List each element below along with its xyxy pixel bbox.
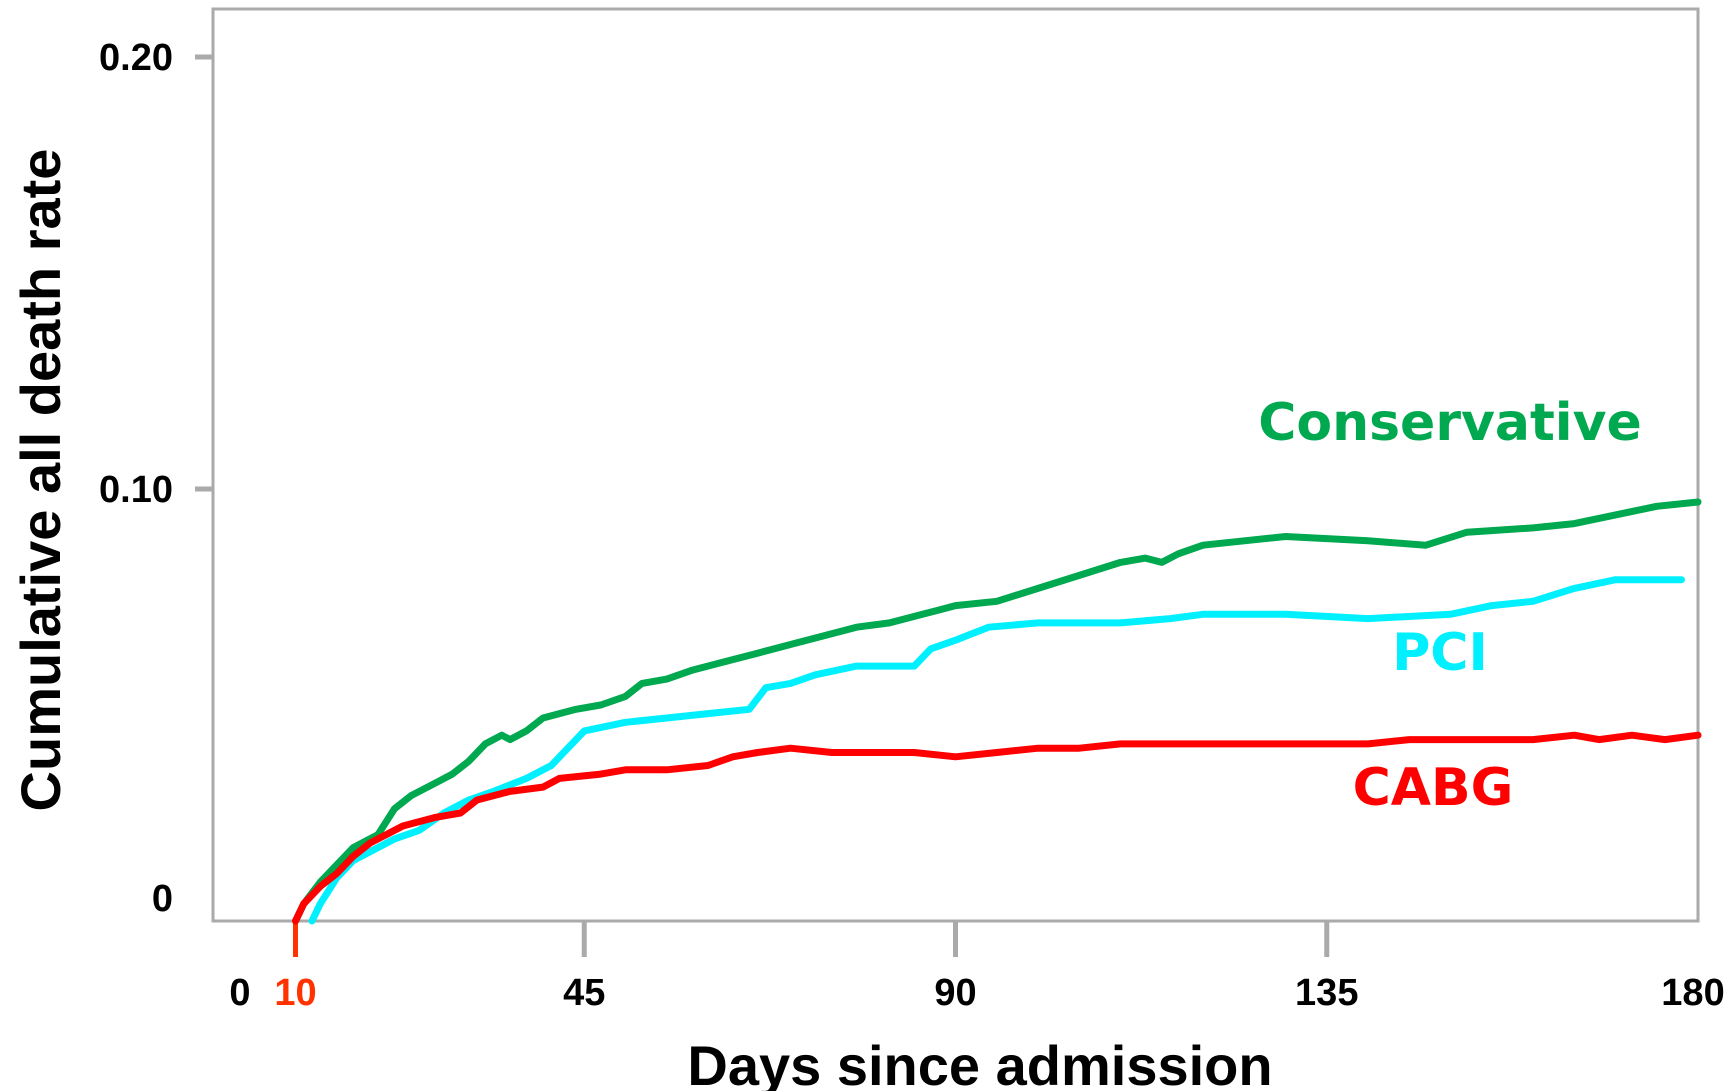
y-tick-label: 0.10 — [99, 469, 173, 511]
x-tick-label: 10 — [274, 972, 316, 1014]
series-line-pci — [308, 576, 1685, 925]
series-line-conservative — [292, 498, 1702, 925]
y-tick-label: 0 — [152, 878, 173, 920]
series-label-pci: PCI — [1392, 623, 1488, 683]
series-labels: Conservative PCI CABG — [1258, 393, 1642, 818]
x-axis-title: Days since admission — [687, 1034, 1272, 1091]
y-tick-label: 0.20 — [99, 37, 173, 79]
series-lines — [292, 498, 1702, 925]
x-tick-label: 90 — [934, 972, 976, 1014]
x-tick-label: 135 — [1295, 972, 1358, 1014]
series-label-conservative: Conservative — [1258, 393, 1642, 453]
y-axis-title: Cumulative all death rate — [9, 149, 72, 812]
series-line-cabg — [292, 731, 1702, 925]
y-axis-ticks: 0 0.10 0.20 — [99, 37, 213, 920]
x-tick-label: 45 — [563, 972, 605, 1014]
x-tick-label: 0 — [229, 972, 250, 1014]
x-axis-ticks: 0 10 45 90 135 180 — [229, 921, 1725, 1014]
series-label-cabg: CABG — [1353, 758, 1514, 818]
x-tick-label: 180 — [1661, 972, 1724, 1014]
